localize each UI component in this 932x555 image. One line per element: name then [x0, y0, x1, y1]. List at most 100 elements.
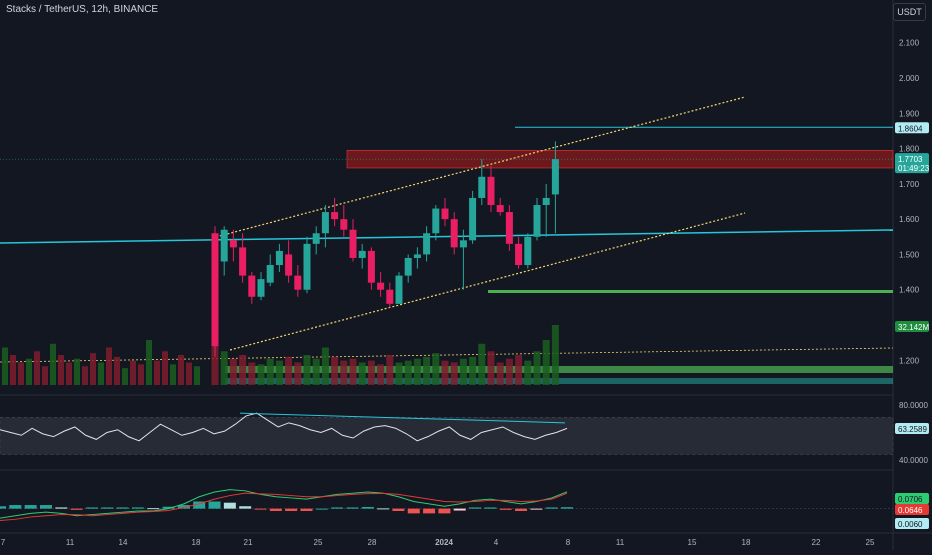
macd-histogram-bar — [484, 507, 497, 509]
candle-body — [469, 197, 477, 241]
candle-body — [505, 212, 513, 244]
candle-body — [349, 229, 357, 258]
signal-value-label-bg — [895, 504, 929, 515]
volume-label: 32.142M — [898, 323, 929, 332]
volume-bar — [58, 355, 64, 385]
volume-bar — [186, 362, 192, 385]
candle-body — [542, 197, 550, 206]
volume-bar — [220, 351, 228, 385]
y-tick-label: 1.200 — [899, 356, 920, 365]
currency-button[interactable]: USDT — [893, 3, 926, 21]
last-price-label: 1.7703 — [898, 155, 923, 164]
macd-histogram-bar — [177, 505, 190, 509]
candle-body — [386, 289, 394, 304]
volume-bar — [432, 353, 440, 385]
y-tick-label: 1.900 — [899, 109, 920, 118]
volume-bar — [321, 347, 329, 385]
x-tick-label: 2024 — [435, 538, 453, 547]
last-price-label-bg — [895, 153, 929, 174]
candle-body — [303, 243, 311, 290]
candle-body — [220, 229, 228, 262]
macd-histogram-bar — [407, 508, 420, 514]
volume-bar — [441, 360, 449, 385]
macd-histogram-bar — [285, 508, 298, 511]
demand-zone — [225, 366, 893, 373]
macd-histogram-bar — [438, 508, 451, 514]
macd-histogram-bar — [208, 501, 221, 509]
signal-value-label: 0.0646 — [898, 506, 923, 515]
x-tick-label: 18 — [742, 538, 751, 547]
macd-histogram-bar — [499, 508, 512, 510]
volume-bar — [50, 343, 56, 385]
macd-histogram-bar — [269, 508, 282, 511]
volume-bar — [248, 362, 256, 385]
macd-histogram-bar — [377, 508, 390, 510]
volume-bar — [211, 343, 219, 385]
macd-histogram-bar — [101, 507, 114, 509]
candle-body — [423, 233, 431, 255]
macd-histogram-bar — [85, 507, 98, 509]
volume-bar — [178, 355, 184, 385]
volume-bar — [285, 356, 293, 385]
volume-bar — [130, 360, 136, 385]
y-tick-label: 1.400 — [899, 286, 920, 295]
macd-histogram-bar — [131, 507, 144, 509]
volume-bar — [505, 358, 513, 385]
macd-histogram-bar — [239, 506, 252, 509]
volume-bar — [469, 356, 477, 385]
macd-histogram-bar — [147, 508, 160, 510]
volume-bar — [478, 343, 486, 385]
macd-histogram-bar — [469, 507, 482, 509]
macd-histogram-bar — [346, 507, 359, 509]
long-trendline — [0, 229, 894, 244]
x-tick-label: 11 — [616, 538, 625, 547]
candle-body — [441, 208, 449, 220]
macd-histogram-bar — [70, 508, 83, 510]
volume-bar — [162, 351, 168, 385]
volume-bar — [404, 360, 412, 385]
channel-lower-line — [229, 212, 746, 351]
x-tick-label: 25 — [314, 538, 323, 547]
y-tick-label: 1.500 — [899, 250, 920, 259]
volume-bar — [34, 351, 40, 385]
candle-body — [450, 219, 458, 248]
x-tick-label: 28 — [368, 538, 377, 547]
macd-histogram-bar — [39, 505, 52, 509]
volume-bar — [303, 355, 311, 385]
volume-bar — [487, 351, 495, 385]
macd-histogram-bar — [561, 507, 573, 509]
candle-body — [285, 254, 293, 276]
histogram-value-label-bg — [895, 518, 929, 529]
candle-body — [459, 240, 467, 248]
candle-body — [413, 254, 421, 258]
candle-body — [496, 205, 504, 213]
x-tick-label: 15 — [688, 538, 697, 547]
volume-bar — [542, 340, 550, 385]
x-tick-label: 21 — [244, 538, 253, 547]
candle-body — [404, 257, 412, 276]
volume-bar — [312, 358, 320, 385]
volume-bar — [377, 364, 385, 385]
macd-histogram-bar — [423, 508, 436, 514]
volume-bar — [66, 362, 72, 385]
volume-bar — [496, 362, 504, 385]
macd-histogram-bar — [116, 507, 129, 509]
candle-body — [340, 219, 348, 230]
volume-bar — [229, 358, 237, 385]
x-tick-label: 25 — [866, 538, 875, 547]
volume-bar — [146, 340, 152, 385]
candle-body — [395, 275, 403, 304]
volume-bar — [239, 355, 247, 385]
volume-bar — [90, 353, 96, 385]
y-tick-label: 1.600 — [899, 215, 920, 224]
volume-bar — [413, 358, 421, 385]
volume-bar — [349, 358, 357, 385]
candle-body — [229, 240, 237, 248]
marked-level-label: 1.8604 — [898, 124, 923, 133]
x-tick-label: 22 — [812, 538, 821, 547]
volume-bar — [533, 351, 541, 385]
volume-bar — [10, 355, 16, 385]
candle-body — [248, 275, 256, 297]
